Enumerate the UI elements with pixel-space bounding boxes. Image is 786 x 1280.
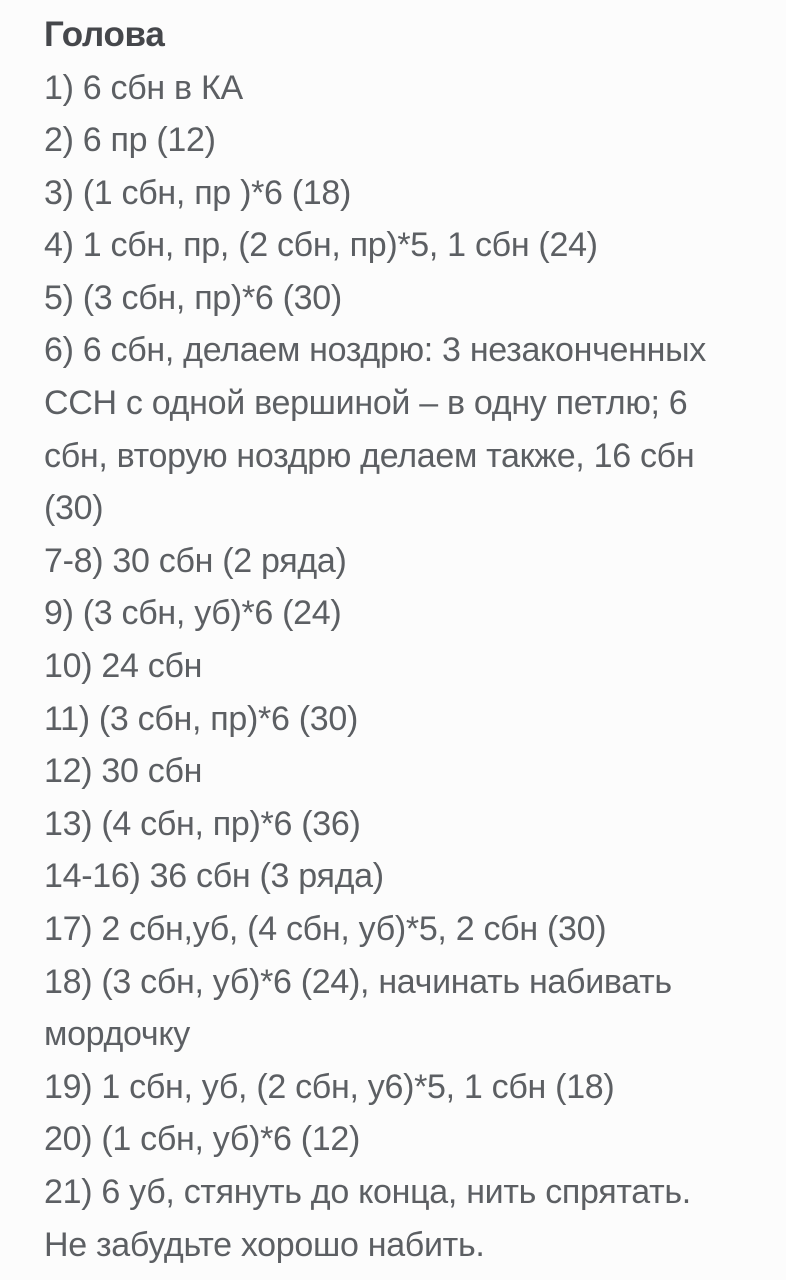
pattern-line-13: 13) (4 сбн, пр)*6 (36) — [44, 804, 361, 843]
pattern-line-20: 20) (1 сбн, уб)*6 (12) — [44, 1120, 361, 1159]
pattern-line-1: 1) 6 сбн в КА — [44, 68, 243, 107]
pattern-line-7-8: 7-8) 30 сбн (2 ряда) — [44, 541, 347, 580]
pattern-line-9: 9) (3 сбн, уб)*6 (24) — [44, 594, 342, 633]
pattern-line-5: 5) (3 сбн, пр)*6 (30) — [44, 278, 342, 317]
pattern-line-6: 6) 6 сбн, делаем ноздрю: 3 незаконченных… — [44, 331, 706, 528]
pattern-line-18: 18) (3 сбн, уб)*6 (24), начинать набиват… — [44, 962, 672, 1054]
pattern-line-2: 2) 6 пр (12) — [44, 121, 216, 160]
pattern-line-11: 11) (3 сбн, пр)*6 (30) — [44, 699, 358, 738]
pattern-line-3: 3) (1 сбн, пр )*6 (18) — [44, 173, 352, 212]
pattern-line-10: 10) 24 сбн — [44, 647, 203, 686]
pattern-line-19: 19) 1 сбн, уб, (2 сбн, у6)*5, 1 сбн (18) — [44, 1067, 615, 1106]
pattern-line-17: 17) 2 сбн,уб, (4 сбн, уб)*5, 2 сбн (30) — [44, 910, 607, 948]
pattern-line-21: 21) 6 уб, стянуть до конца, нить спрятат… — [44, 1172, 691, 1264]
pattern-line-14-16: 14-16) 36 сбн (3 ряда) — [44, 857, 384, 896]
page-title: Голова — [44, 15, 165, 54]
pattern-line-12: 12) 30 сбн — [44, 752, 203, 791]
pattern-line-4: 4) 1 сбн, пр, (2 сбн, пр)*5, 1 сбн (24) — [44, 226, 598, 265]
